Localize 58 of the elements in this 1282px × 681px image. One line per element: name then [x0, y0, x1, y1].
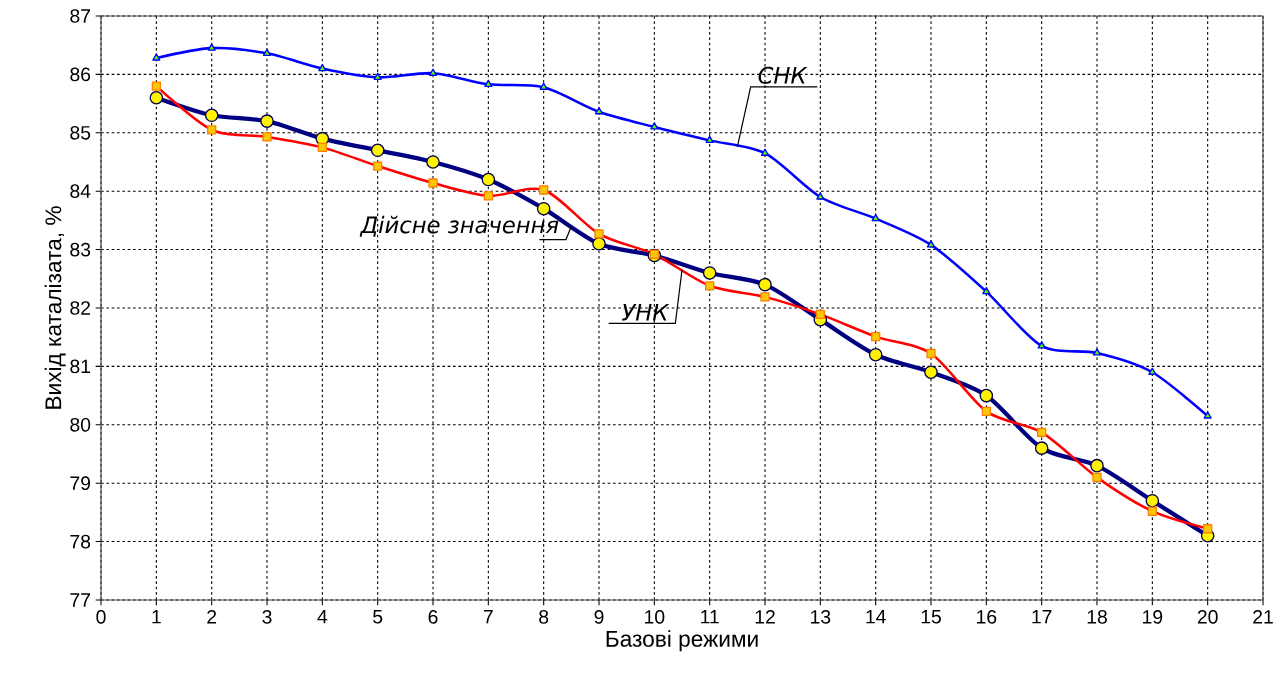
x-tick-label: 21 — [1253, 610, 1273, 624]
x-tick-label: 11 — [701, 610, 719, 624]
x-tick-label: 0 — [96, 610, 106, 624]
point — [539, 82, 548, 90]
x-tick-label: 8 — [539, 610, 549, 624]
text: СНК — [758, 66, 808, 84]
point — [152, 53, 161, 61]
x-tick-label: 15 — [921, 610, 941, 624]
point — [650, 122, 659, 130]
x-tick-label: 17 — [1032, 610, 1052, 624]
point — [1148, 367, 1157, 375]
x-tick-label: 10 — [645, 610, 665, 624]
x-axis-title: Базові режими — [606, 630, 758, 652]
x-tick-label: 2 — [207, 610, 217, 624]
y-tick-label: 84 — [70, 184, 91, 199]
y-tick-label: 83 — [70, 242, 91, 257]
x-tick-label: 9 — [594, 610, 604, 624]
x-tick-label: 16 — [977, 610, 997, 624]
y-tick-label: 77 — [70, 593, 90, 607]
x-tick-label: 4 — [317, 610, 328, 624]
point — [594, 107, 604, 115]
point — [318, 63, 327, 72]
x-tick-label: 13 — [811, 610, 831, 624]
x-tick-label: 14 — [866, 610, 886, 624]
x-tick-label: 1 — [152, 610, 161, 624]
point — [1092, 348, 1102, 356]
point — [760, 148, 770, 156]
series-label: Дійсне значення — [359, 215, 559, 237]
point — [982, 286, 991, 295]
x-tick-label: 3 — [262, 610, 272, 624]
y-tick-label: 81 — [70, 359, 91, 374]
x-tick-label: 5 — [373, 610, 383, 624]
y-tick-label: 78 — [70, 534, 91, 549]
x-tick-label: 12 — [755, 610, 775, 624]
series-label: УНК — [622, 303, 670, 321]
point — [262, 48, 272, 57]
y-axis-title: Вихід каталізата, % — [44, 206, 66, 409]
point — [926, 240, 936, 248]
x-tick-label: 18 — [1087, 610, 1107, 624]
point — [1203, 411, 1212, 419]
x-tick-label: 7 — [483, 610, 493, 624]
point — [1037, 341, 1046, 349]
x-tick-label: 19 — [1143, 610, 1163, 624]
point — [373, 72, 382, 80]
point — [484, 79, 493, 87]
y-tick-label: 79 — [70, 476, 91, 491]
y-tick-label: 85 — [70, 125, 91, 140]
y-tick-label: 86 — [70, 67, 91, 82]
point — [816, 192, 825, 200]
x-tick-label: 20 — [1197, 610, 1218, 624]
y-tick-label: 80 — [70, 417, 91, 432]
point — [871, 213, 880, 222]
x-tick-label: 6 — [428, 610, 438, 624]
y-tick-label: 82 — [70, 301, 90, 315]
point — [428, 68, 438, 76]
point — [705, 135, 714, 144]
point — [207, 43, 216, 51]
y-tick-label: 87 — [70, 9, 90, 23]
